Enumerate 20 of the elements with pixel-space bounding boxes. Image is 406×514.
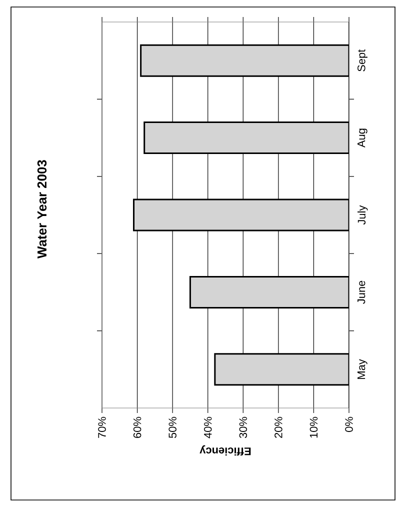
x-axis-title: Efficiency: [200, 445, 251, 456]
y-tick-label: Aug: [358, 128, 368, 148]
x-tick-label: 0%: [345, 416, 353, 432]
bar: [133, 198, 349, 232]
text: Water Year 2003: [37, 160, 47, 258]
bar: [214, 353, 349, 386]
x-tick-label: 50%: [168, 416, 176, 438]
bar: [189, 276, 349, 308]
y-tick-label: Sept: [358, 49, 368, 72]
x-tick-label: 60%: [133, 416, 142, 438]
y-tick-label: May: [358, 359, 368, 379]
y-tick-label: June: [358, 280, 366, 304]
x-tick-label: 70%: [98, 416, 106, 438]
bar: [144, 122, 349, 154]
x-tick-label: 20%: [274, 416, 282, 438]
x-tick-label: 40%: [204, 416, 212, 438]
y-tick-label: July: [358, 205, 368, 225]
bar: [140, 44, 349, 77]
x-tick-label: 30%: [239, 416, 248, 438]
x-tick-label: 10%: [310, 416, 318, 438]
